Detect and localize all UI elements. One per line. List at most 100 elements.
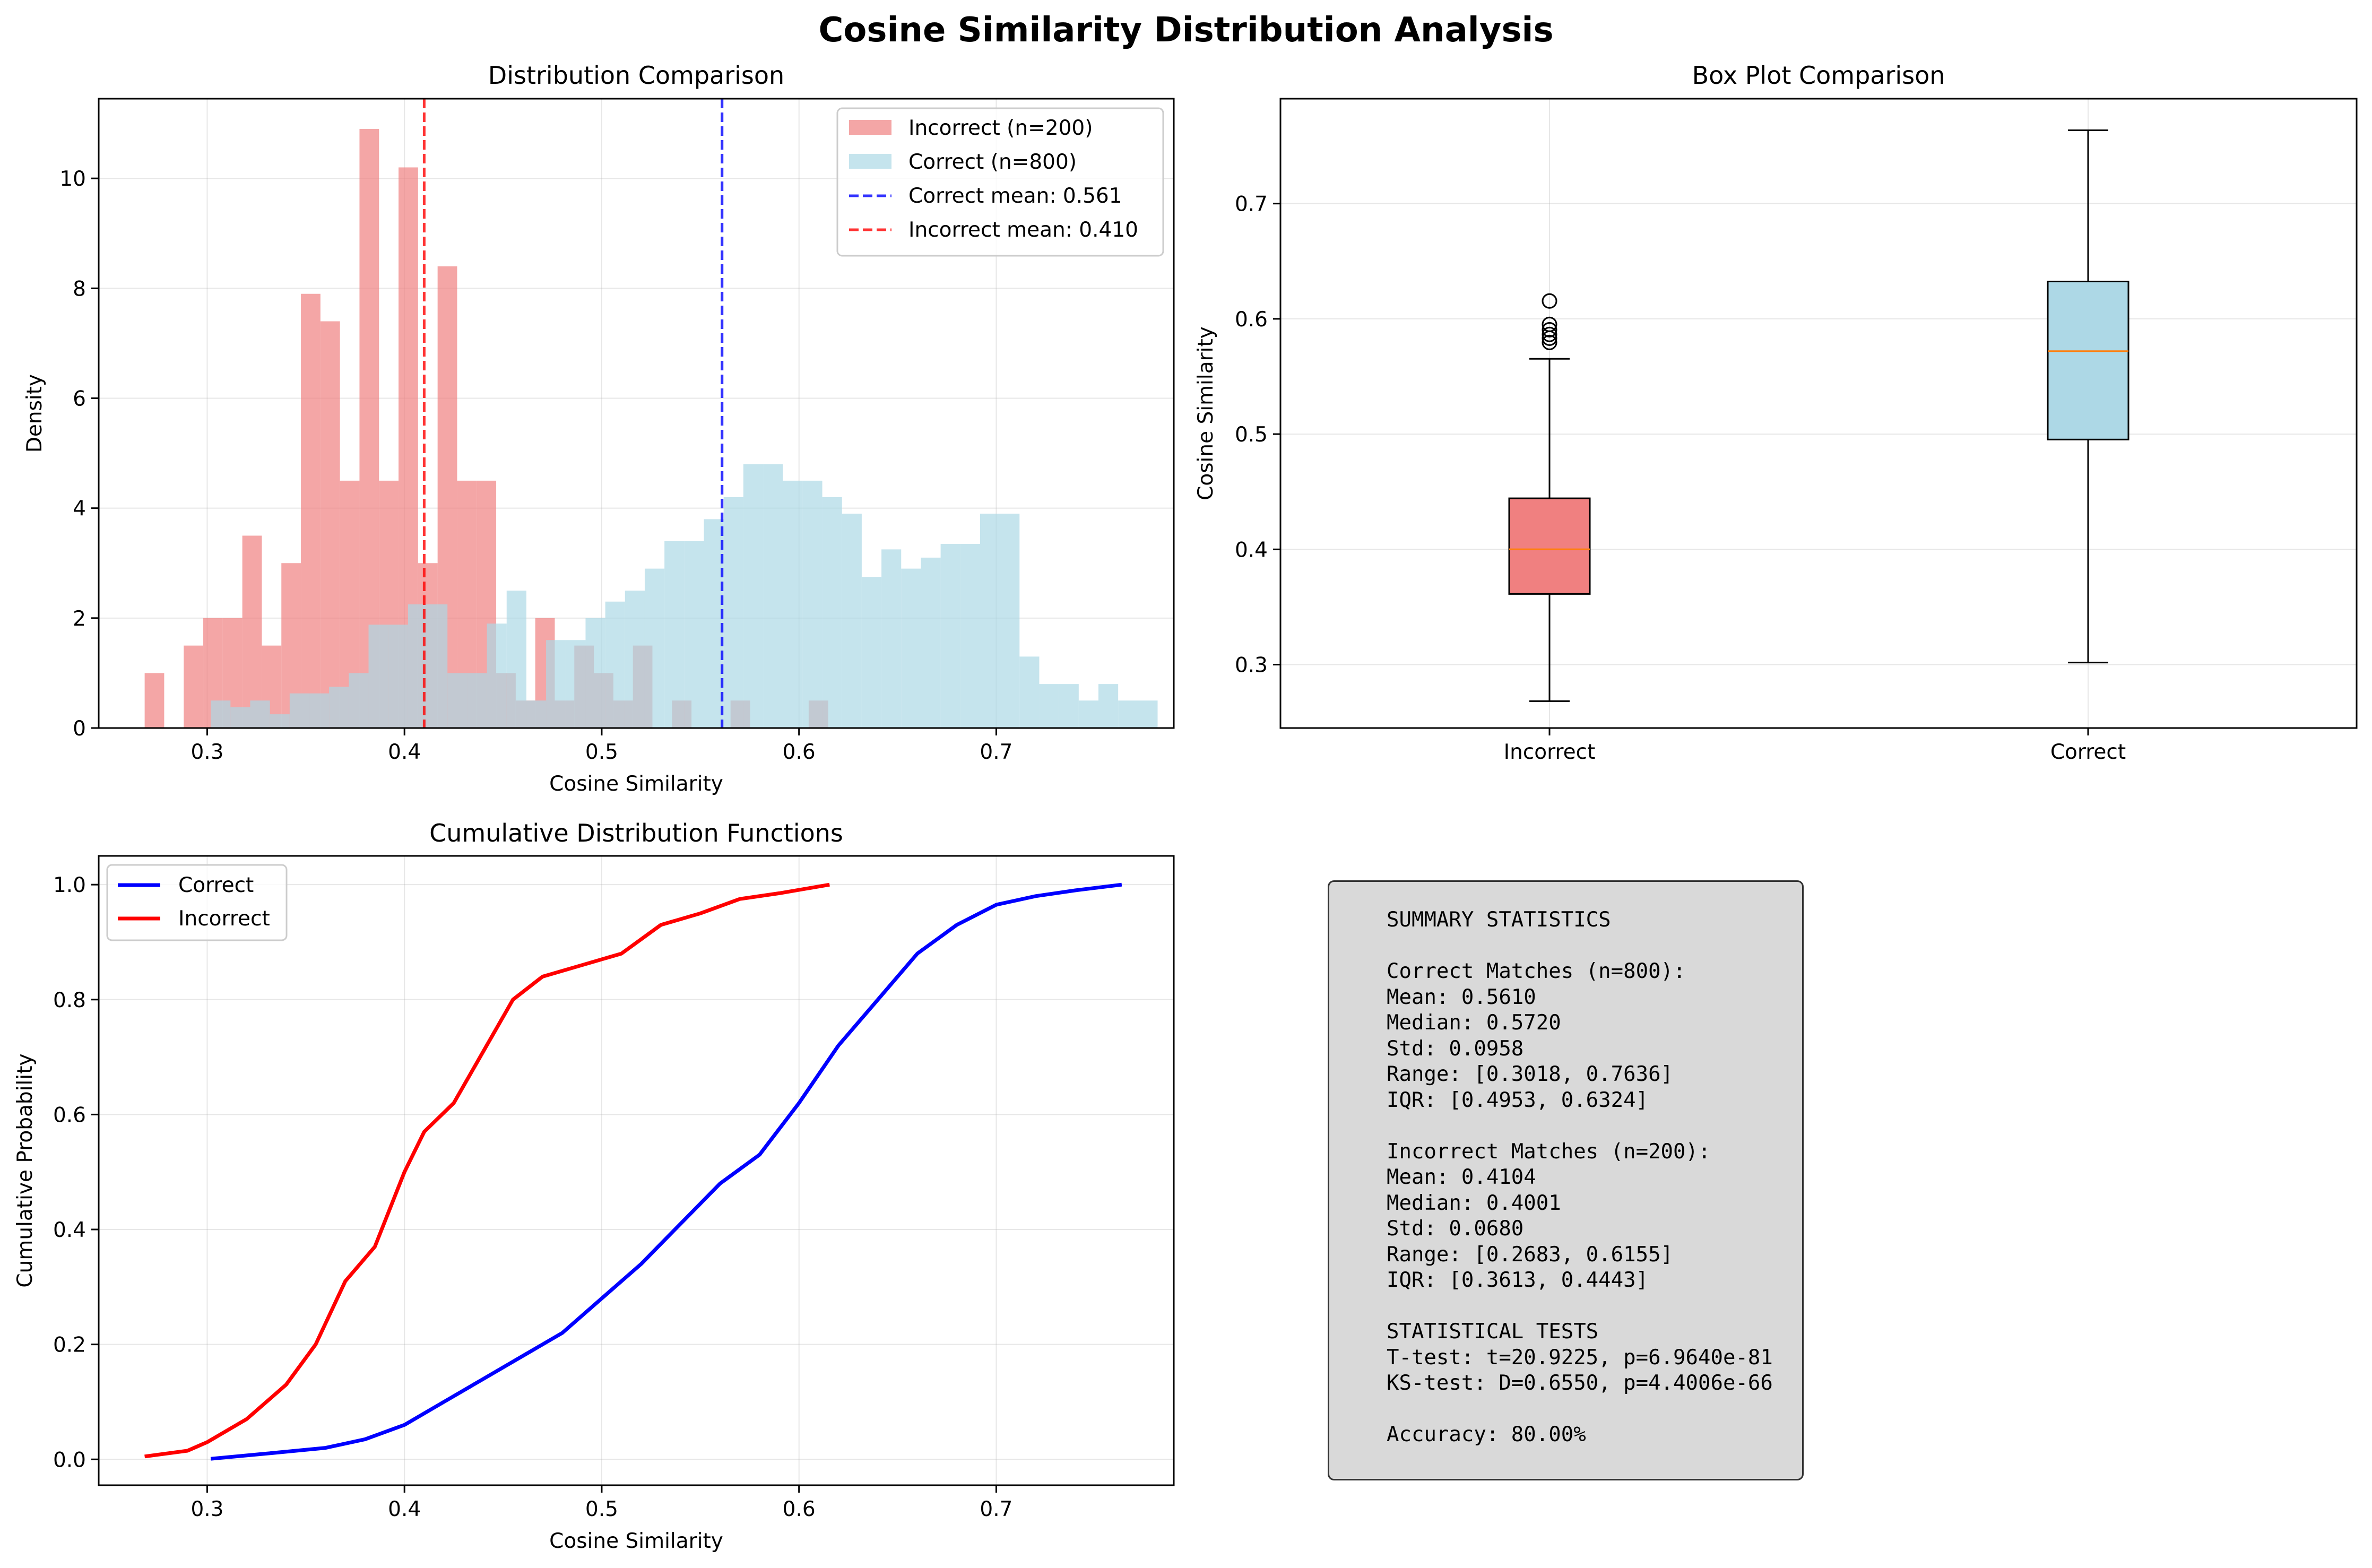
histogram-bar-incorrect: [184, 645, 204, 728]
outlier-point-incorrect: [1542, 316, 1557, 332]
cdf-legend-label-correct: Correct: [178, 873, 254, 897]
histogram-bar-correct: [723, 497, 743, 728]
cdf-title: Cumulative Distribution Functions: [429, 819, 843, 847]
histogram-bar-correct: [1078, 700, 1098, 728]
cdf-line-incorrect: [144, 882, 830, 1459]
correct-std: Std: 0.0958: [1387, 1036, 1524, 1061]
histogram-bar-correct: [546, 640, 566, 728]
correct-iqr: IQR: [0.4953, 0.6324]: [1387, 1088, 1649, 1112]
cdf-y-label: Cumulative Probability: [13, 1053, 37, 1287]
histogram-bar-incorrect: [301, 293, 321, 728]
cdf-x-tick-label: 0.3: [191, 1497, 223, 1521]
histogram-panel: Distribution Comparison 0.3 0.4 0.5 0.6 0.7 0…: [23, 61, 1175, 796]
outlier-point-incorrect: [1542, 334, 1557, 350]
legend-label-correct-mean: Correct mean: 0.561: [908, 184, 1122, 208]
t-test-result: T-test: t=20.9225, p=6.9640e-81: [1387, 1345, 1773, 1370]
cdf-axes-frame: [98, 855, 1175, 1486]
histogram-bar-correct: [743, 464, 764, 728]
histogram-x-tick-label: 0.7: [980, 740, 1012, 764]
histogram-bar-correct: [625, 591, 645, 728]
cdf-y-tick-label: 1.0: [53, 873, 86, 897]
boxplot-y-tick-label: 0.7: [1235, 193, 1268, 216]
histogram-bar-correct: [467, 673, 487, 728]
boxplot-axes-frame: [1279, 98, 2358, 729]
histogram-bar-correct: [349, 673, 369, 728]
cdf-line-correct: [210, 882, 1122, 1461]
histogram-bar-incorrect: [144, 673, 165, 728]
histogram-bar-correct: [1138, 700, 1158, 728]
summary-statistics-box: SUMMARY STATISTICS Correct Matches (n=80…: [1328, 880, 1804, 1480]
histogram-bar-correct: [428, 604, 448, 728]
histogram-y-tick-label: 0: [73, 717, 86, 741]
cdf-panel: Cumulative Distribution Functions 0.3 0.4…: [13, 819, 1175, 1553]
histogram-bar-correct: [388, 625, 408, 728]
cdf-x-tick-label: 0.6: [783, 1497, 816, 1521]
incorrect-matches-header: Incorrect Matches (n=200):: [1387, 1139, 1711, 1164]
cdf-y-tick-label: 0.4: [53, 1218, 86, 1242]
histogram-y-tick-label: 8: [73, 277, 86, 301]
histogram-bar-correct: [940, 544, 960, 728]
incorrect-mean: Mean: 0.4104: [1387, 1165, 1536, 1189]
incorrect-range: Range: [0.2683, 0.6155]: [1387, 1242, 1674, 1267]
histogram-x-label: Cosine Similarity: [549, 772, 723, 796]
legend-swatch-correct: [849, 154, 891, 169]
histogram-bar-correct: [487, 623, 507, 728]
outlier-point-incorrect: [1542, 326, 1557, 342]
histogram-x-tick-label: 0.6: [783, 740, 816, 764]
histogram-bar-correct: [1039, 684, 1059, 728]
histogram-bar-correct: [506, 591, 526, 728]
histogram-bar-correct: [783, 480, 803, 728]
histogram-bar-correct: [704, 519, 724, 728]
statistical-tests-header: STATISTICAL TESTS: [1387, 1320, 1599, 1344]
histogram-y-tick-label: 2: [73, 607, 86, 631]
histogram-title: Distribution Comparison: [488, 61, 784, 90]
cdf-y-tick-label: 0.0: [53, 1448, 86, 1472]
histogram-bar-correct: [644, 568, 665, 728]
cdf-x-tick-label: 0.7: [980, 1497, 1012, 1521]
legend-frame: [836, 107, 1164, 257]
boxplot-y-tick-label: 0.6: [1235, 308, 1268, 332]
histogram-bar-correct: [309, 693, 330, 728]
boxplot-title: Box Plot Comparison: [1692, 61, 1945, 90]
legend-swatch-incorrect: [849, 120, 891, 135]
histogram-y-label: Density: [23, 374, 47, 453]
cdf-legend: Correct Incorrect: [106, 864, 288, 941]
histogram-bar-correct: [1118, 700, 1138, 728]
cdf-x-label: Cosine Similarity: [549, 1529, 723, 1553]
histogram-bar-correct: [822, 497, 842, 728]
histogram-bar-correct: [447, 673, 468, 728]
histogram-bar-incorrect: [320, 321, 340, 728]
boxplot-category-label-correct: Correct: [2050, 740, 2126, 764]
legend-label-incorrect: Incorrect (n=200): [908, 116, 1093, 140]
histogram-axes-frame: [98, 98, 1175, 729]
correct-matches-header: Correct Matches (n=800):: [1387, 959, 1686, 983]
histogram-legend: Incorrect (n=200) Correct (n=800) Correc…: [836, 107, 1164, 257]
histogram-bar-correct: [329, 687, 349, 728]
boxplot-y-tick-label: 0.5: [1235, 423, 1268, 447]
stats-header: SUMMARY STATISTICS: [1387, 908, 1611, 932]
cdf-x-tick-label: 0.4: [388, 1497, 421, 1521]
cdf-x-tick-label: 0.5: [585, 1497, 618, 1521]
outlier-point-incorrect: [1542, 293, 1557, 309]
correct-range: Range: [0.3018, 0.7636]: [1387, 1062, 1674, 1086]
boxplot-panel: Box Plot Comparison 0.3 0.4 0.5 0.6 0.7 Incor…: [1194, 61, 2358, 764]
accuracy: Accuracy: 80.00%: [1387, 1423, 1586, 1446]
histogram-bar-correct: [1098, 684, 1119, 728]
histogram-bar-correct: [585, 618, 605, 728]
outlier-point-incorrect: [1542, 322, 1557, 338]
histogram-bar-correct: [881, 549, 902, 728]
correct-median: Median: 0.5720: [1387, 1011, 1561, 1035]
histogram-bar-correct: [566, 640, 586, 728]
cdf-y-tick-label: 0.2: [53, 1333, 86, 1357]
cdf-y-tick-label: 0.8: [53, 989, 86, 1012]
incorrect-iqr: IQR: [0.3613, 0.4443]: [1387, 1268, 1649, 1292]
histogram-bar-correct: [526, 700, 547, 728]
histogram-bar-correct: [211, 700, 231, 728]
ks-test-result: KS-test: D=0.6550, p=4.4006e-66: [1387, 1371, 1773, 1395]
summary-statistics-text: SUMMARY STATISTICS Correct Matches (n=80…: [1387, 907, 1802, 1448]
box-incorrect: [1508, 497, 1591, 595]
histogram-bar-correct: [921, 557, 941, 728]
boxplot-category-label-incorrect: Incorrect: [1504, 740, 1596, 764]
histogram-bar-correct: [605, 601, 625, 728]
